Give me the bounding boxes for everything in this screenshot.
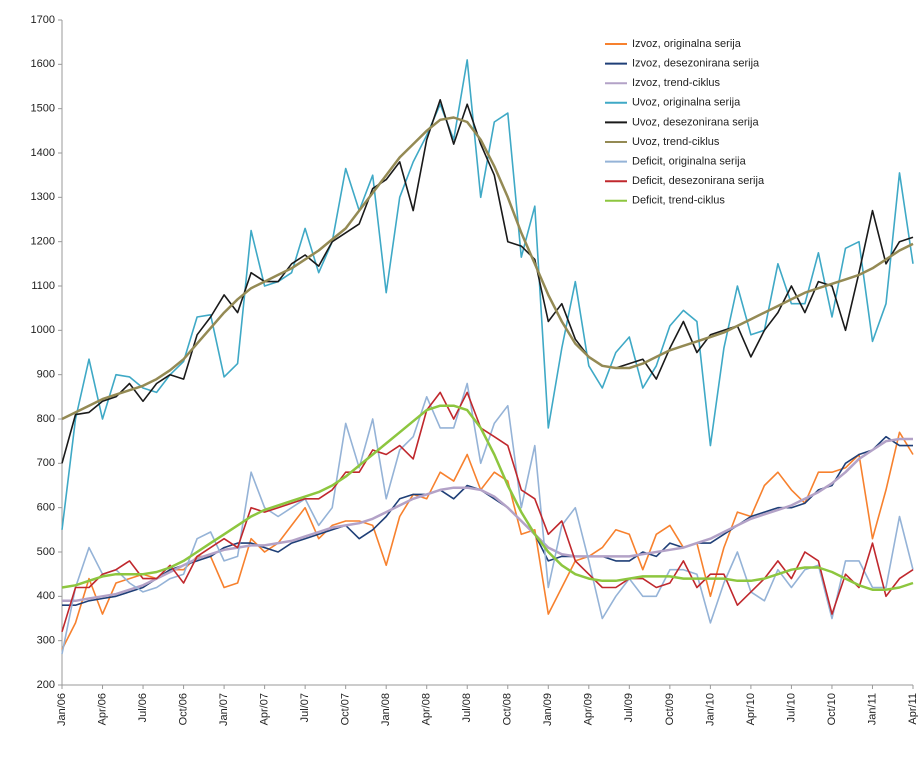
legend-label: Uvoz, trend-ciklus <box>632 136 720 148</box>
y-tick-label: 600 <box>37 502 55 514</box>
x-tick-label: Apr/11 <box>907 693 918 725</box>
series-line <box>61 116 914 421</box>
x-tick-label: Apr/10 <box>745 693 757 725</box>
legend-label: Izvoz, trend-ciklus <box>632 77 721 89</box>
x-tick-label: Jan/06 <box>56 693 68 726</box>
x-tick-label: Apr/08 <box>421 693 433 725</box>
x-tick-label: Jul/09 <box>623 693 635 722</box>
legend-label: Uvoz, originalna serija <box>632 97 741 109</box>
x-tick-label: Apr/07 <box>259 693 271 725</box>
series-line <box>61 59 914 530</box>
y-tick-label: 1300 <box>31 191 55 203</box>
legend-label: Uvoz, desezonirana serija <box>632 116 759 128</box>
x-tick-label: Apr/09 <box>583 693 595 725</box>
series-line <box>61 391 914 633</box>
series-line <box>62 437 913 603</box>
y-tick-label: 1500 <box>31 103 55 115</box>
x-tick-label: Jan/10 <box>704 693 716 726</box>
x-tick-label: Oct/09 <box>664 693 676 725</box>
x-tick-label: Oct/06 <box>177 693 189 725</box>
x-tick-label: Jan/07 <box>218 693 230 726</box>
x-tick-label: Jul/06 <box>137 693 149 722</box>
series-line <box>61 431 914 650</box>
series-line <box>61 99 914 464</box>
x-tick-label: Jan/08 <box>380 693 392 726</box>
y-tick-label: 700 <box>37 457 55 469</box>
y-tick-label: 200 <box>37 679 55 691</box>
x-tick-label: Jul/08 <box>461 693 473 722</box>
y-tick-label: 300 <box>37 635 55 647</box>
y-tick-label: 1000 <box>31 324 55 336</box>
x-tick-label: Jan/09 <box>542 693 554 726</box>
series-line <box>61 404 914 591</box>
legend-label: Deficit, originalna serija <box>632 156 747 168</box>
x-tick-label: Oct/10 <box>826 693 838 725</box>
y-tick-label: 400 <box>37 590 55 602</box>
x-tick-label: Oct/08 <box>502 693 514 725</box>
y-tick-label: 900 <box>37 369 55 381</box>
x-tick-label: Jan/11 <box>866 693 878 725</box>
y-tick-label: 1700 <box>31 14 55 26</box>
y-tick-label: 1600 <box>31 58 55 70</box>
legend-label: Deficit, desezonirana serija <box>632 175 765 187</box>
legend-label: Deficit, trend-ciklus <box>632 195 725 207</box>
y-tick-label: 500 <box>37 546 55 558</box>
legend-label: Izvoz, originalna serija <box>632 38 742 50</box>
y-tick-label: 1100 <box>31 280 55 292</box>
series-line <box>61 382 914 655</box>
x-tick-label: Apr/06 <box>96 693 108 725</box>
y-tick-label: 1200 <box>31 236 55 248</box>
x-tick-label: Jul/07 <box>299 693 311 722</box>
y-tick-label: 1400 <box>31 147 55 159</box>
legend-label: Izvoz, desezonirana serija <box>632 58 760 70</box>
x-tick-label: Jul/10 <box>785 693 797 722</box>
y-tick-label: 800 <box>37 413 55 425</box>
x-tick-label: Oct/07 <box>340 693 352 725</box>
